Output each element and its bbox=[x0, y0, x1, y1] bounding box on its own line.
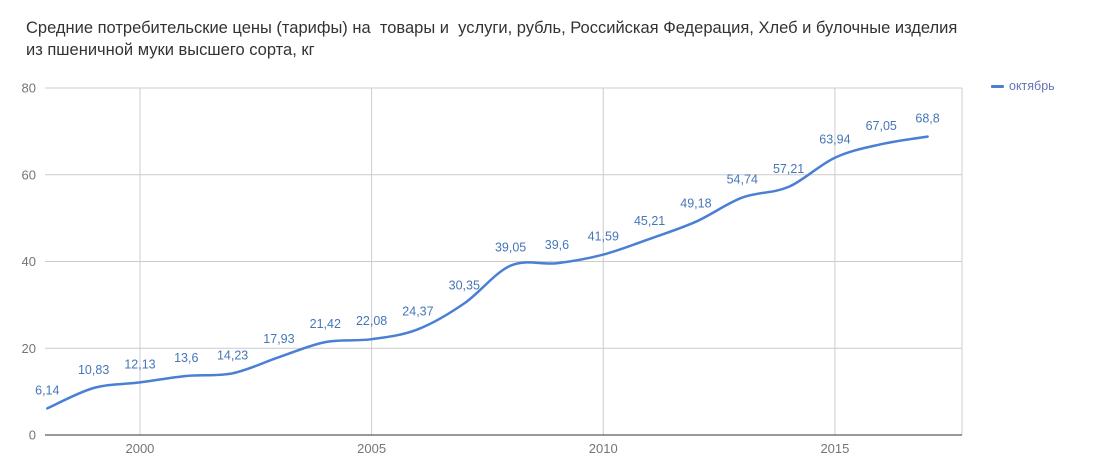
point-label: 17,93 bbox=[263, 332, 294, 346]
point-label: 57,21 bbox=[773, 162, 804, 176]
point-label: 49,18 bbox=[680, 197, 711, 211]
point-label: 39,05 bbox=[495, 241, 526, 255]
point-label: 67,05 bbox=[866, 119, 897, 133]
x-tick-label: 2000 bbox=[125, 441, 154, 456]
legend: октябрь bbox=[991, 79, 1055, 93]
point-label: 41,59 bbox=[588, 230, 619, 244]
x-tick-label: 2010 bbox=[589, 441, 618, 456]
y-tick-label: 80 bbox=[22, 81, 36, 96]
x-tick-label: 2015 bbox=[820, 441, 849, 456]
point-label: 13,6 bbox=[174, 351, 198, 365]
point-label: 6,14 bbox=[35, 383, 59, 397]
point-label: 22,08 bbox=[356, 314, 387, 328]
point-label: 21,42 bbox=[310, 317, 341, 331]
legend-item-oktyabr: октябрь bbox=[1009, 79, 1055, 93]
legend-line-swatch-icon bbox=[991, 84, 1004, 88]
point-label: 14,23 bbox=[217, 348, 248, 362]
y-tick-label: 0 bbox=[29, 428, 36, 443]
point-label: 45,21 bbox=[634, 214, 665, 228]
point-label: 10,83 bbox=[78, 363, 109, 377]
point-label: 30,35 bbox=[449, 278, 480, 292]
x-tick-label: 2005 bbox=[357, 441, 386, 456]
point-label: 24,37 bbox=[402, 304, 433, 318]
point-label: 54,74 bbox=[727, 173, 758, 187]
point-label: 63,94 bbox=[819, 133, 850, 147]
y-tick-label: 60 bbox=[22, 167, 36, 182]
point-labels: 6,14 10,83 12,13 13,6 14,23 17,93 21,42 22,08 24… bbox=[35, 112, 940, 398]
y-tick-label: 20 bbox=[22, 341, 36, 356]
chart-title: Средние потребительские цены (тарифы) на… bbox=[26, 19, 962, 59]
series-line-oktyabr[interactable] bbox=[46, 135, 929, 410]
y-tick-label: 40 bbox=[22, 254, 36, 269]
point-label: 12,13 bbox=[124, 357, 155, 371]
point-label: 39,6 bbox=[545, 238, 569, 252]
axis-labels: 0 20 40 60 80 2000 2005 2010 2015 bbox=[22, 81, 850, 457]
point-label: 68,8 bbox=[915, 112, 939, 126]
